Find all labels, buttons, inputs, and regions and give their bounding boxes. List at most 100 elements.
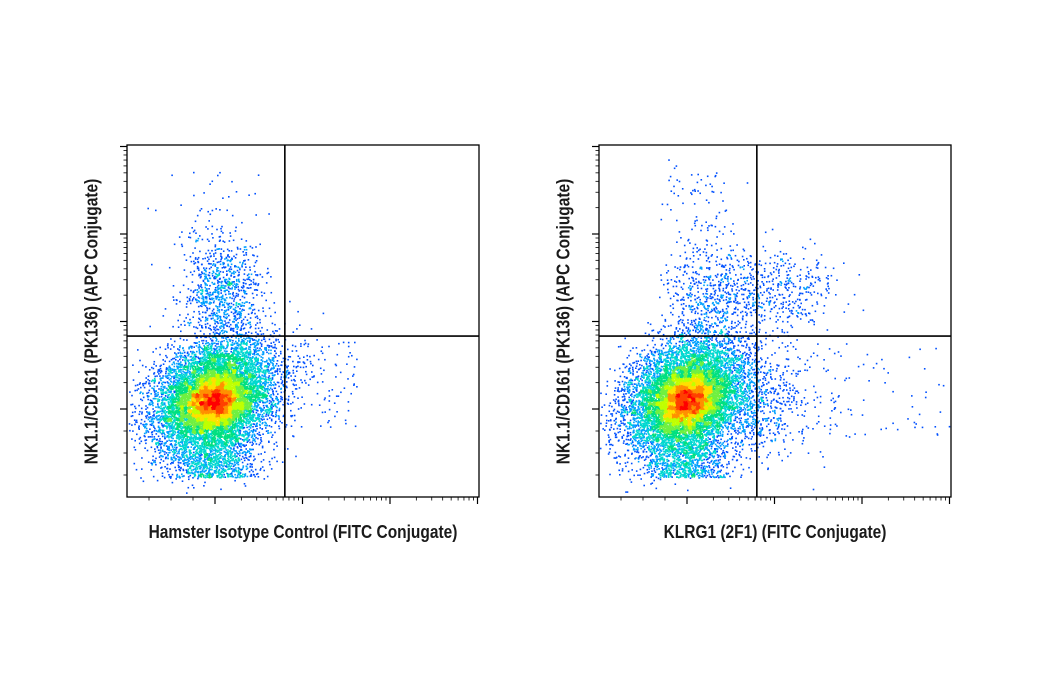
event-dot	[264, 375, 266, 377]
event-dot	[280, 398, 282, 400]
event-dot	[236, 359, 238, 362]
event-dot	[174, 412, 176, 415]
event-dot	[176, 413, 179, 415]
event-dot	[281, 396, 283, 399]
event-dot	[260, 365, 262, 367]
event-dot	[270, 352, 272, 355]
event-dot	[213, 427, 215, 429]
event-dot	[152, 367, 155, 370]
event-dot	[196, 426, 199, 429]
event-dot	[236, 347, 239, 349]
event-dot	[159, 420, 161, 423]
event-dot	[287, 377, 290, 379]
event-dot	[156, 385, 159, 387]
event-dot	[171, 445, 174, 447]
event-dot	[252, 416, 255, 419]
event-dot	[251, 377, 254, 380]
event-dot	[275, 414, 278, 417]
event-dot	[208, 433, 211, 436]
event-dot	[261, 413, 264, 416]
event-dot	[236, 344, 239, 347]
event-dot	[223, 441, 225, 443]
event-dot	[279, 350, 282, 353]
event-dot	[173, 448, 175, 451]
event-dot	[200, 369, 202, 371]
event-dot	[171, 393, 174, 395]
event-dot	[237, 337, 240, 340]
event-dot	[167, 409, 170, 411]
event-dot	[277, 381, 280, 384]
event-dot	[209, 347, 212, 350]
event-dot	[264, 315, 267, 317]
event-dot	[145, 417, 148, 419]
event-dot	[242, 415, 244, 418]
event-dot	[269, 399, 271, 402]
event-dot	[151, 462, 154, 465]
event-dot	[192, 359, 195, 361]
event-dot	[192, 367, 194, 370]
event-dot	[184, 430, 186, 432]
event-dot	[159, 367, 162, 370]
event-dot	[176, 365, 178, 368]
event-dot	[142, 384, 145, 387]
event-dot	[175, 375, 178, 377]
event-dot	[177, 381, 179, 384]
event-dot	[265, 413, 268, 416]
event-dot	[248, 422, 250, 425]
event-dot	[262, 377, 265, 380]
event-dot	[155, 406, 157, 408]
event-dot	[157, 403, 159, 405]
event-dot	[203, 356, 205, 358]
event-dot	[241, 439, 244, 441]
event-dot	[253, 351, 256, 353]
event-dot	[213, 347, 215, 350]
event-dot	[191, 455, 193, 458]
event-dot	[246, 371, 248, 374]
event-dot	[160, 388, 162, 390]
event-dot	[177, 379, 179, 382]
event-dot	[148, 369, 151, 371]
event-dot	[244, 485, 247, 487]
event-dot	[239, 368, 241, 371]
event-dot	[221, 366, 223, 368]
event-dot	[237, 418, 240, 420]
event-dot	[252, 415, 255, 418]
event-dot	[188, 353, 190, 355]
event-dot	[141, 457, 143, 459]
event-dot	[200, 374, 203, 376]
event-dot	[209, 444, 211, 446]
event-dot	[163, 410, 165, 412]
event-dot	[280, 373, 283, 376]
event-dot	[174, 386, 177, 388]
event-dot	[161, 475, 164, 477]
event-dot	[272, 400, 275, 402]
event-dot	[265, 348, 268, 350]
event-dot	[260, 333, 263, 336]
event-dot	[227, 453, 230, 455]
event-dot	[199, 363, 201, 365]
event-dot	[195, 326, 197, 329]
event-dot	[249, 371, 251, 374]
event-dot	[173, 357, 176, 360]
event-dot	[175, 398, 177, 400]
event-dot	[268, 440, 270, 443]
event-dot	[273, 360, 275, 362]
event-dot	[230, 378, 233, 380]
event-dot	[247, 383, 250, 386]
event-dot	[166, 467, 168, 470]
plot-svg-left	[120, 144, 480, 504]
event-dot	[179, 413, 181, 415]
event-dot	[171, 385, 173, 387]
event-dot	[160, 364, 162, 367]
event-dot	[233, 435, 236, 438]
event-dot	[138, 425, 140, 427]
event-dot	[240, 329, 242, 331]
event-dot	[242, 365, 244, 367]
event-dot	[258, 374, 261, 376]
event-dot	[172, 382, 175, 385]
event-dot	[183, 396, 185, 399]
event-dot	[271, 412, 273, 415]
event-dot	[189, 458, 192, 461]
event-dot	[272, 364, 274, 367]
event-dot	[255, 402, 258, 404]
